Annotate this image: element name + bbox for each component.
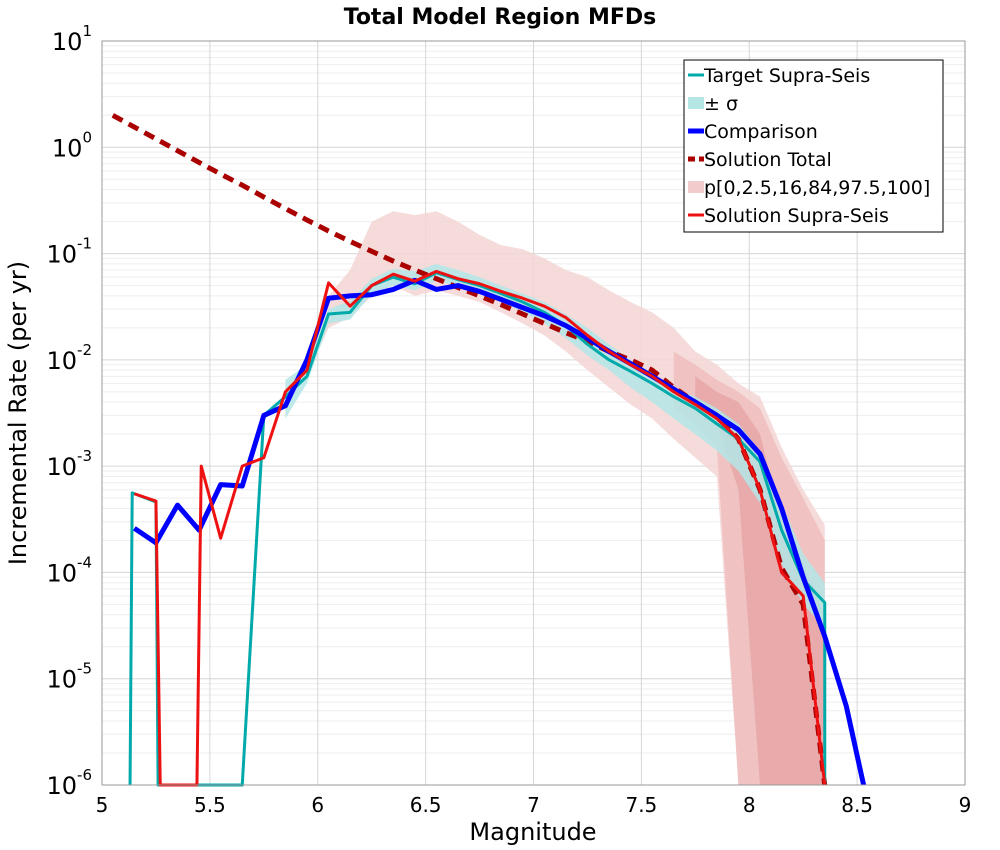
- series-comparison: [132, 277, 867, 786]
- x-tick-label: 7.5: [625, 793, 657, 817]
- series-solution-total: [111, 113, 828, 786]
- plot-frame: [101, 40, 966, 786]
- legend-label-sigma: ± σ: [704, 93, 738, 115]
- legend: Target Supra-Seis ± σ Comparison Solution T…: [683, 59, 944, 233]
- legend-label-solution-total: Solution Total: [704, 149, 832, 171]
- y-tick-label: 10-6: [46, 766, 92, 800]
- legend-label-p-0-2-5-16-84-97-5-100: p[0,2.5,16,84,97.5,100]: [704, 177, 930, 199]
- x-tick-label: 8.5: [841, 793, 873, 817]
- y-tick-label: 10-3: [46, 447, 92, 481]
- series: [111, 113, 867, 787]
- y-tick-label: 100: [52, 128, 92, 162]
- legend-label-target-supra-seis: Target Supra-Seis: [703, 65, 870, 87]
- y-axis-label: Incremental Rate (per yr): [4, 261, 32, 565]
- y-tick-label: 10-4: [46, 553, 92, 587]
- band--: [285, 263, 825, 629]
- y-tick-label: 101: [52, 22, 92, 56]
- legend-swatch-sigma: [688, 97, 704, 109]
- series-solution-supra-seis: [133, 269, 827, 787]
- bands: [285, 211, 825, 785]
- x-tick-label: 9: [959, 793, 972, 817]
- x-tick-label: 8: [743, 793, 756, 817]
- y-tick-label: 10-1: [46, 235, 92, 269]
- x-tick-label: 5.5: [194, 793, 226, 817]
- y-tick-label: 10-5: [46, 660, 92, 694]
- legend-label-comparison: Comparison: [704, 121, 818, 143]
- x-tick-label: 6.5: [410, 793, 442, 817]
- legend-box: [683, 59, 944, 233]
- ticks: 5 5.5 6 6.5 7 7.5 8 8.5 9 10-6 10-5 10-4 10-3 10-2 10-…: [46, 22, 971, 817]
- x-tick-label: 6: [311, 793, 324, 817]
- legend-label-solution-supra-seis: Solution Supra-Seis: [704, 205, 889, 227]
- band-p16-84: [695, 376, 825, 785]
- x-tick-label: 5: [96, 793, 109, 817]
- legend-swatch-p-0-2-5-16-84-97-5-100: [688, 181, 704, 193]
- band-p0-100: [306, 211, 825, 785]
- x-tick-label: 7: [527, 793, 540, 817]
- x-axis-label: Magnitude: [469, 818, 596, 846]
- chart-title: Total Model Region MFDs: [344, 5, 657, 30]
- y-tick-label: 10-2: [46, 341, 92, 375]
